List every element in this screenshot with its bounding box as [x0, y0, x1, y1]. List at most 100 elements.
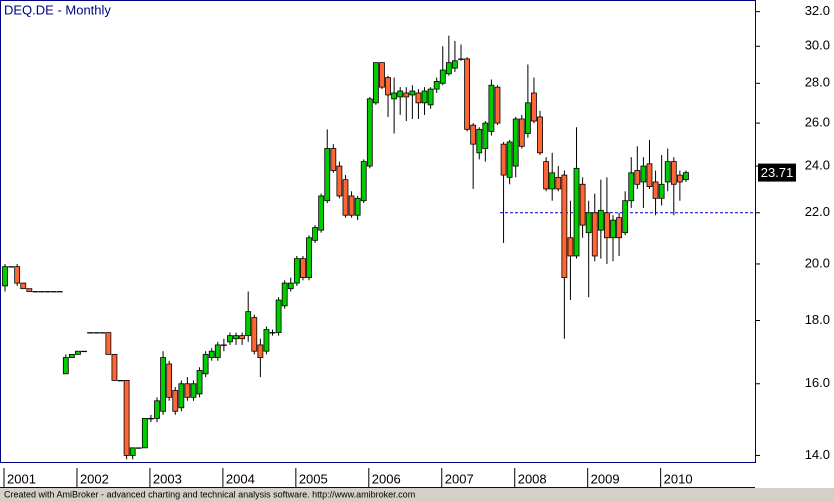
- candle-body: [561, 174, 568, 278]
- x-tick-label: 2010: [664, 471, 693, 486]
- candle-body: [452, 60, 458, 69]
- candle-body: [464, 58, 470, 130]
- candle-body: [214, 344, 221, 358]
- candle-body: [263, 329, 270, 352]
- candle-body: [251, 317, 258, 352]
- candle-body: [56, 291, 63, 293]
- candle-body: [26, 288, 33, 292]
- candle-body: [585, 212, 592, 234]
- candle-body: [123, 380, 130, 456]
- candle-body: [597, 209, 604, 231]
- x-tick-label: 2009: [591, 471, 620, 486]
- candle-body: [549, 172, 556, 190]
- last-value-box: [758, 163, 796, 182]
- candle-body: [245, 311, 252, 337]
- candle-body: [75, 350, 81, 355]
- candle-body: [220, 344, 227, 346]
- candle-body: [433, 80, 440, 90]
- candle-body: [287, 282, 294, 290]
- y-tick-label: 24.0: [805, 158, 830, 173]
- y-tick-label: 32.0: [805, 3, 830, 18]
- x-tick-label: 2004: [226, 471, 255, 486]
- candle-body: [148, 418, 154, 420]
- candle-body: [8, 266, 14, 268]
- candle-body: [421, 90, 428, 104]
- y-tick-label: 18.0: [805, 312, 830, 327]
- chart-title: DEQ.DE - Monthly: [4, 2, 111, 17]
- candle-body: [543, 161, 550, 190]
- x-tick-label: 2005: [299, 471, 328, 486]
- candle-body: [166, 363, 173, 398]
- candle-body: [348, 195, 355, 216]
- candle-body: [62, 357, 69, 375]
- candle-body: [646, 163, 653, 187]
- candle-body: [391, 92, 398, 100]
- candle-body: [135, 447, 142, 449]
- candle-body: [202, 353, 209, 375]
- candle-body: [227, 335, 233, 343]
- candle-body: [178, 383, 185, 409]
- y-tick-label: 30.0: [805, 38, 830, 53]
- candle-body: [518, 118, 525, 147]
- candle-body: [336, 165, 343, 197]
- candle-body: [354, 197, 361, 216]
- candle-body: [506, 141, 513, 178]
- candle-body: [306, 237, 312, 278]
- candle-body: [458, 58, 464, 60]
- candle-body: [524, 102, 531, 134]
- candle-body: [482, 122, 489, 149]
- x-tick-label: 2003: [153, 471, 182, 486]
- candle-body: [628, 172, 635, 202]
- y-tick-label: 22.0: [805, 204, 830, 219]
- candle-body: [622, 200, 629, 234]
- candle-body: [275, 299, 282, 333]
- candle-body: [500, 143, 507, 176]
- candle-body: [385, 77, 391, 96]
- candle-body: [372, 62, 379, 104]
- candle-body: [397, 90, 404, 98]
- x-tick-label: 2002: [80, 471, 109, 486]
- candle-body: [312, 227, 318, 241]
- candle-body: [676, 174, 683, 183]
- candle-body: [172, 390, 179, 412]
- candle-body: [439, 69, 446, 84]
- candle-body: [683, 172, 689, 181]
- candle-body: [81, 350, 87, 353]
- candle-body: [573, 167, 580, 257]
- candle-body: [640, 165, 647, 183]
- candle-body: [634, 170, 641, 185]
- candle-body: [379, 62, 385, 88]
- candle-body: [427, 88, 434, 106]
- candle-body: [129, 447, 136, 456]
- candle-body: [50, 291, 57, 293]
- candle-body: [38, 291, 45, 293]
- candle-body: [488, 84, 495, 132]
- candle-body: [610, 219, 616, 239]
- candle-body: [579, 183, 586, 226]
- candle-body: [531, 92, 537, 122]
- y-tick-label: 14.0: [805, 447, 830, 462]
- candle-body: [160, 357, 166, 412]
- y-tick-label: 28.0: [805, 75, 830, 90]
- candle-body: [342, 179, 349, 216]
- candle-body: [281, 282, 288, 307]
- candle-body: [87, 332, 94, 334]
- candle-body: [99, 332, 106, 334]
- footer-text: Created with AmiBroker - advanced charti…: [4, 489, 415, 499]
- candle-body: [239, 335, 246, 340]
- candle-body: [93, 332, 100, 334]
- candle-body: [470, 124, 477, 145]
- candle-body: [567, 237, 574, 257]
- candle-body: [652, 181, 659, 199]
- candle-body: [604, 212, 610, 239]
- candle-body: [208, 350, 215, 358]
- candle-body: [366, 98, 373, 167]
- candle-body: [257, 344, 264, 358]
- candle-body: [537, 116, 543, 154]
- last-value-label: 23.71: [761, 165, 794, 180]
- candle-body: [141, 418, 148, 449]
- candle-body: [403, 92, 410, 98]
- candle-body: [616, 217, 622, 239]
- candle-body: [476, 128, 483, 154]
